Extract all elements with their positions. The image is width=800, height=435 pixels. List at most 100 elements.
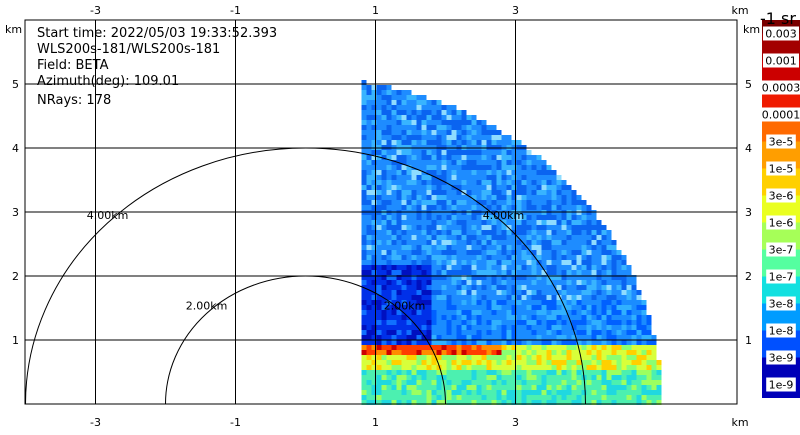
field-cell bbox=[431, 115, 437, 120]
field-cell bbox=[461, 365, 467, 370]
field-cell bbox=[381, 190, 387, 195]
field-cell bbox=[426, 340, 432, 345]
field-cell bbox=[371, 150, 377, 155]
field-cell bbox=[606, 295, 612, 300]
field-cell bbox=[426, 180, 432, 185]
field-cell bbox=[471, 240, 477, 245]
field-cell bbox=[426, 285, 432, 290]
field-cell bbox=[566, 285, 572, 290]
field-cell bbox=[506, 330, 512, 335]
field-cell bbox=[621, 395, 627, 400]
field-cell bbox=[491, 335, 497, 340]
field-cell bbox=[536, 335, 542, 340]
field-cell bbox=[466, 335, 472, 340]
field-cell bbox=[386, 355, 392, 360]
field-cell bbox=[431, 310, 437, 315]
field-cell bbox=[421, 215, 427, 220]
field-cell bbox=[586, 230, 592, 235]
field-cell bbox=[501, 325, 507, 330]
field-cell bbox=[486, 370, 492, 375]
field-cell bbox=[411, 120, 417, 125]
field-cell bbox=[446, 115, 452, 120]
field-cell bbox=[486, 185, 492, 190]
field-cell bbox=[386, 395, 392, 400]
field-cell bbox=[451, 355, 457, 360]
field-cell bbox=[546, 345, 552, 350]
field-cell bbox=[546, 170, 552, 175]
field-cell bbox=[426, 280, 432, 285]
field-cell bbox=[581, 360, 587, 365]
field-cell bbox=[546, 400, 552, 405]
field-cell bbox=[506, 240, 512, 245]
field-cell bbox=[561, 305, 567, 310]
field-cell bbox=[456, 140, 462, 145]
field-cell bbox=[586, 375, 592, 380]
field-cell bbox=[426, 345, 432, 350]
field-cell bbox=[496, 255, 502, 260]
field-cell bbox=[511, 150, 517, 155]
field-cell bbox=[636, 310, 642, 315]
field-cell bbox=[421, 165, 427, 170]
field-cell bbox=[396, 325, 402, 330]
field-cell bbox=[421, 375, 427, 380]
field-cell bbox=[621, 275, 627, 280]
field-cell bbox=[391, 370, 397, 375]
field-cell bbox=[361, 350, 367, 355]
field-cell bbox=[601, 260, 607, 265]
field-cell bbox=[411, 100, 417, 105]
field-cell bbox=[421, 310, 427, 315]
field-cell bbox=[496, 155, 502, 160]
field-cell bbox=[601, 310, 607, 315]
field-cell bbox=[436, 295, 442, 300]
field-cell bbox=[591, 235, 597, 240]
field-cell bbox=[631, 350, 637, 355]
field-cell bbox=[436, 180, 442, 185]
field-cell bbox=[401, 265, 407, 270]
field-cell bbox=[376, 300, 382, 305]
field-cell bbox=[436, 395, 442, 400]
field-cell bbox=[401, 150, 407, 155]
field-cell bbox=[566, 370, 572, 375]
field-cell bbox=[416, 315, 422, 320]
field-cell bbox=[506, 315, 512, 320]
field-cell bbox=[571, 240, 577, 245]
field-cell bbox=[596, 315, 602, 320]
field-cell bbox=[431, 370, 437, 375]
field-cell bbox=[396, 335, 402, 340]
field-cell bbox=[561, 380, 567, 385]
field-cell bbox=[391, 270, 397, 275]
field-cell bbox=[536, 300, 542, 305]
field-cell bbox=[491, 325, 497, 330]
field-cell bbox=[521, 255, 527, 260]
field-cell bbox=[421, 315, 427, 320]
field-cell bbox=[521, 205, 527, 210]
field-cell bbox=[421, 245, 427, 250]
field-cell bbox=[381, 235, 387, 240]
field-cell bbox=[571, 360, 577, 365]
field-cell bbox=[481, 325, 487, 330]
field-cell bbox=[401, 200, 407, 205]
field-cell bbox=[556, 340, 562, 345]
field-cell bbox=[561, 225, 567, 230]
field-cell bbox=[366, 85, 372, 90]
field-cell bbox=[611, 300, 617, 305]
field-cell bbox=[581, 370, 587, 375]
field-cell bbox=[471, 400, 477, 405]
field-cell bbox=[486, 265, 492, 270]
field-cell bbox=[371, 295, 377, 300]
colorbar-label-bg bbox=[759, 107, 800, 122]
field-cell bbox=[481, 275, 487, 280]
field-cell bbox=[456, 270, 462, 275]
field-cell bbox=[396, 185, 402, 190]
field-cell bbox=[501, 220, 507, 225]
field-cell bbox=[366, 265, 372, 270]
field-cell bbox=[556, 365, 562, 370]
field-cell bbox=[441, 170, 447, 175]
field-cell bbox=[466, 310, 472, 315]
y-unit-label-right: km bbox=[743, 23, 760, 36]
field-cell bbox=[371, 390, 377, 395]
field-cell bbox=[476, 175, 482, 180]
field-cell bbox=[466, 320, 472, 325]
field-cell bbox=[621, 270, 627, 275]
